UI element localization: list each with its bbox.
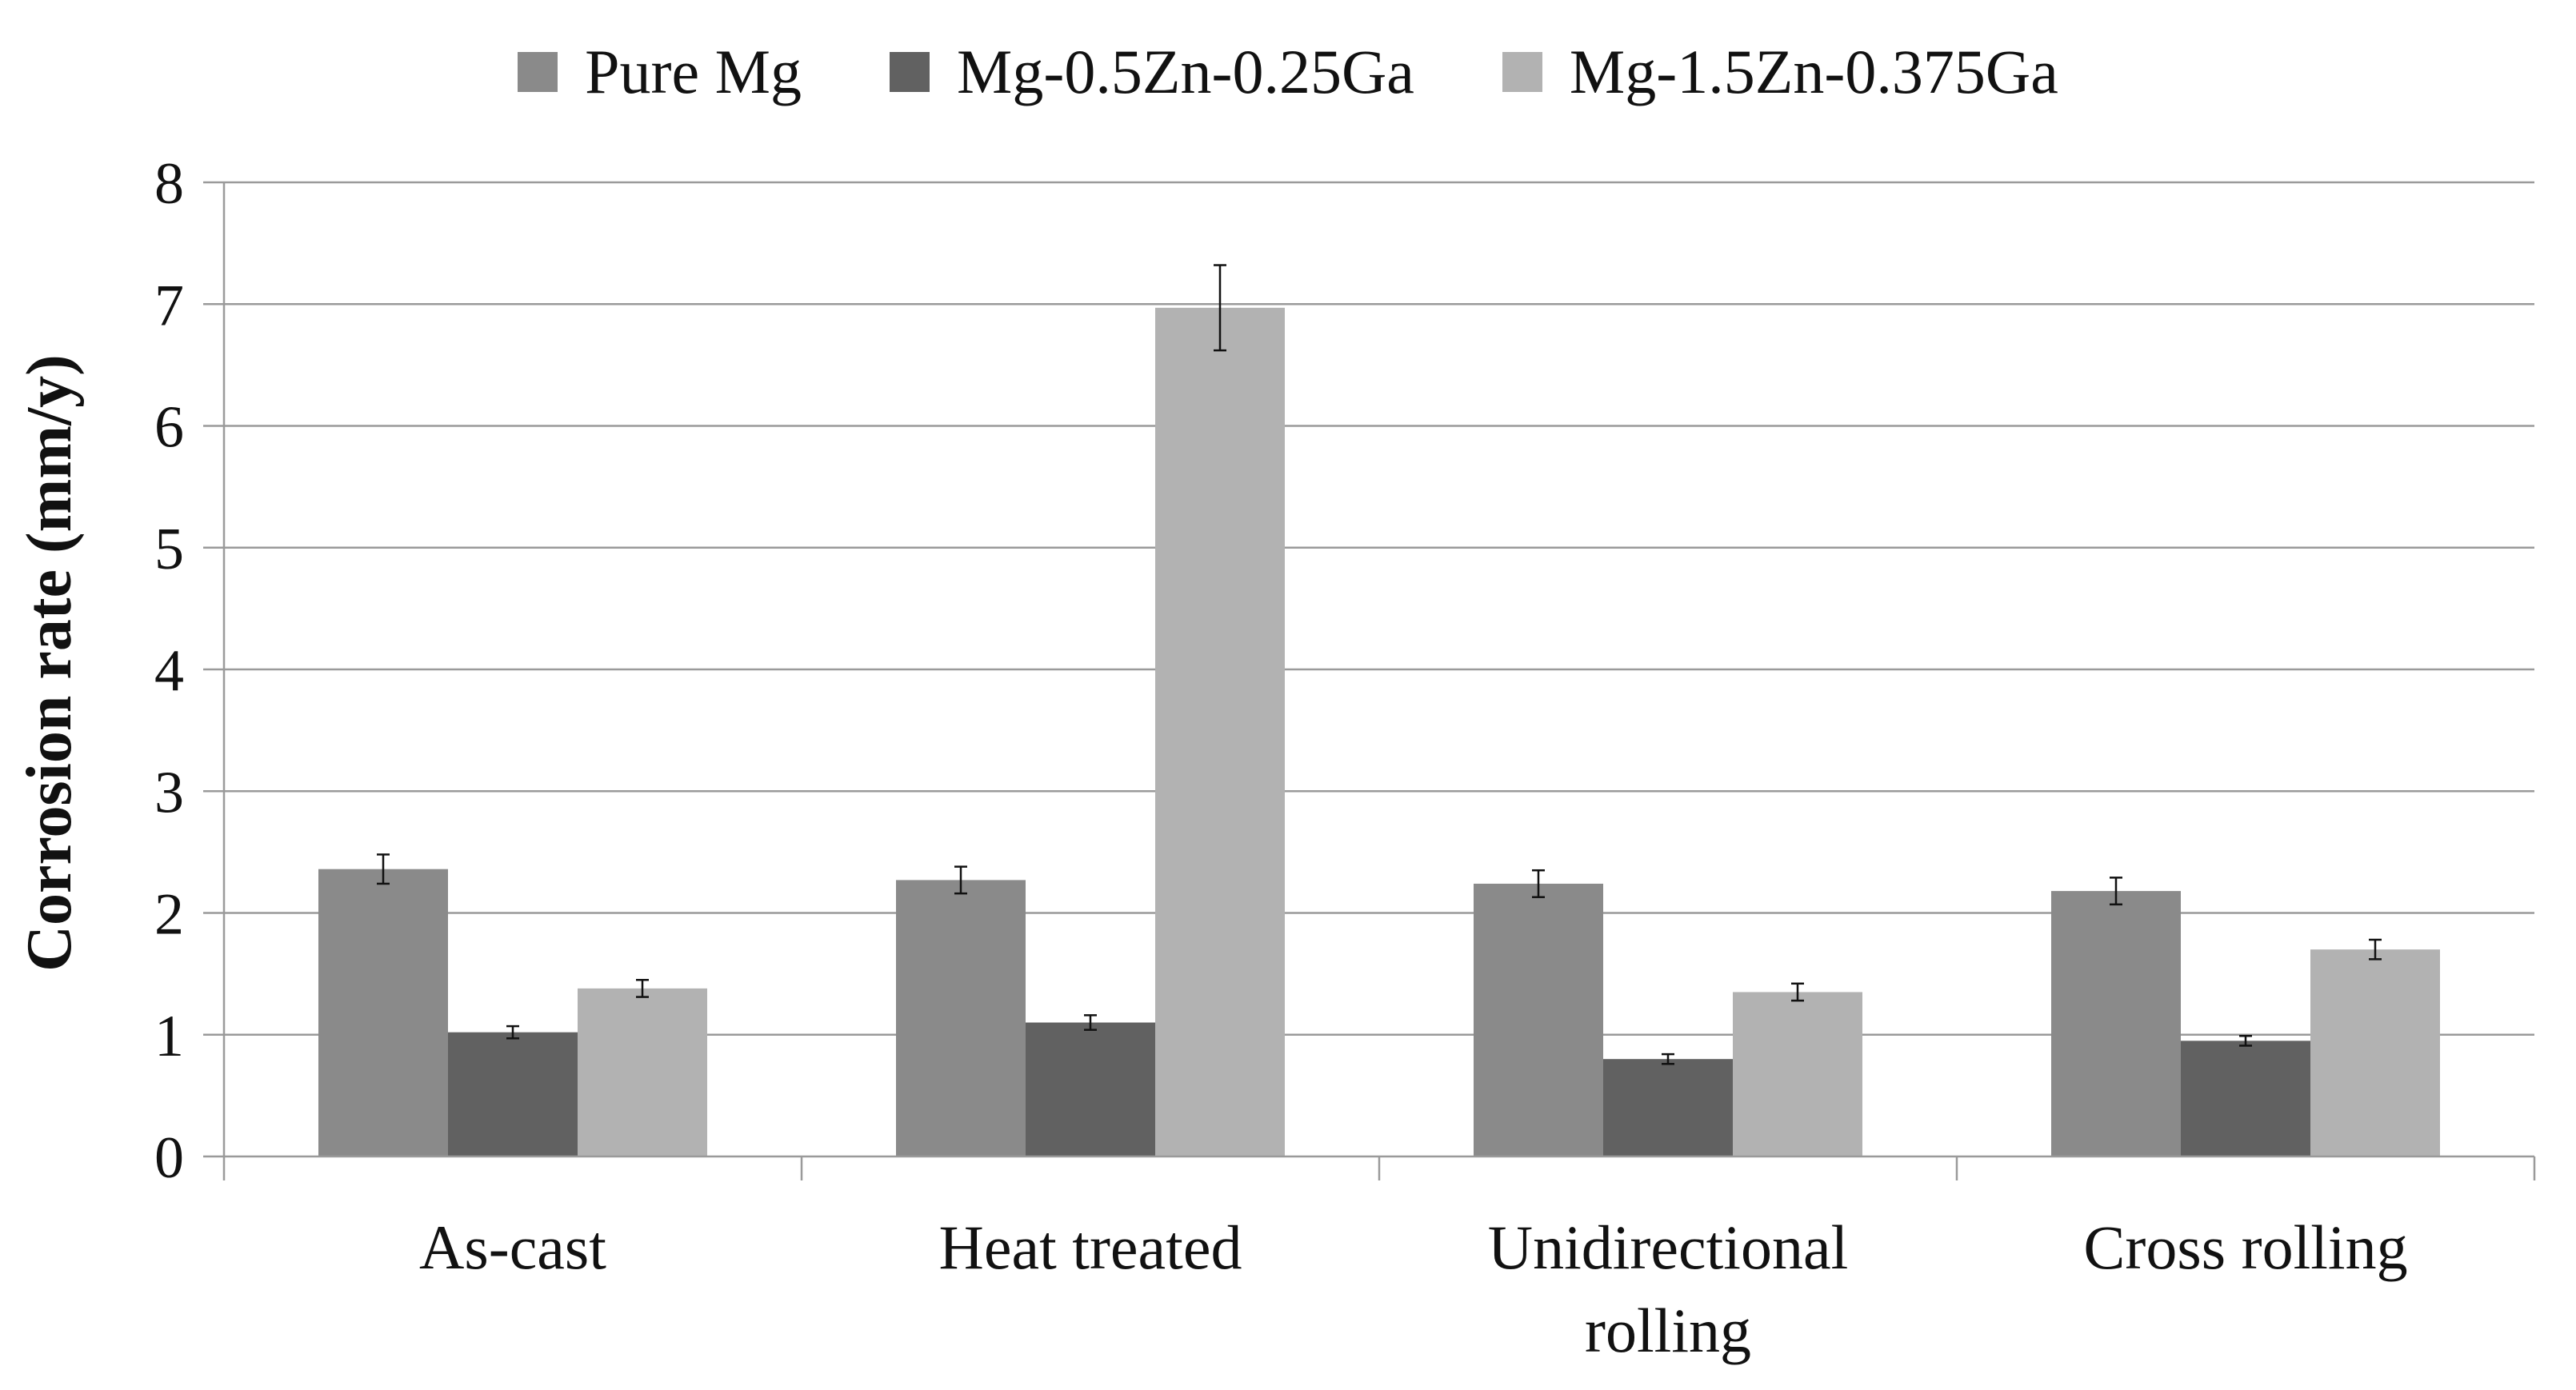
y-tick-label-2: 2 — [154, 882, 184, 948]
bar-0-1 — [448, 1032, 578, 1156]
y-tick-label-7: 7 — [154, 273, 184, 338]
y-tick-label-5: 5 — [154, 517, 184, 582]
x-tick-label-3-0: Cross rolling — [2083, 1212, 2407, 1282]
legend-swatch-mg-0-5zn — [890, 52, 930, 92]
legend-label-pure-mg: Pure Mg — [585, 37, 802, 106]
x-tick-label-2-1: rolling — [1585, 1296, 1751, 1365]
bar-1-1 — [1026, 1022, 1155, 1156]
x-tick-label-1-0: Heat treated — [939, 1212, 1242, 1282]
legend-label-mg-1-5zn: Mg-1.5Zn-0.375Ga — [1569, 37, 2058, 106]
x-tick-label-0-0: As-cast — [419, 1212, 606, 1282]
bar-2-1 — [1603, 1059, 1733, 1156]
bar-0-2 — [578, 988, 707, 1156]
legend-swatch-mg-1-5zn — [1502, 52, 1542, 92]
legend-label-mg-0-5zn: Mg-0.5Zn-0.25Ga — [957, 37, 1414, 106]
x-tick-label-2-0: Unidirectional — [1488, 1212, 1849, 1282]
bar-3-1 — [2181, 1041, 2310, 1156]
bar-2-2 — [1733, 992, 1862, 1156]
bar-2-0 — [1474, 883, 1603, 1156]
y-tick-label-4: 4 — [154, 638, 184, 704]
y-axis-title: Corrosion rate (mm/y) — [14, 354, 85, 972]
legend-item-mg-0-5zn: Mg-0.5Zn-0.25Ga — [890, 36, 1414, 108]
y-tick-label-6: 6 — [154, 395, 184, 461]
legend-item-pure-mg: Pure Mg — [518, 36, 802, 108]
y-tick-label-1: 1 — [154, 1004, 184, 1069]
legend-swatch-pure-mg — [518, 52, 558, 92]
bar-3-2 — [2310, 949, 2440, 1156]
bar-1-0 — [896, 880, 1026, 1156]
legend-item-mg-1-5zn: Mg-1.5Zn-0.375Ga — [1502, 36, 2058, 108]
y-tick-label-3: 3 — [154, 760, 184, 825]
chart-legend: Pure Mg Mg-0.5Zn-0.25Ga Mg-1.5Zn-0.375Ga — [0, 24, 2576, 120]
bar-3-0 — [2051, 891, 2181, 1156]
bar-1-2 — [1155, 307, 1285, 1156]
y-tick-label-8: 8 — [154, 151, 184, 217]
bar-0-0 — [318, 869, 448, 1156]
y-tick-label-0: 0 — [154, 1125, 184, 1191]
